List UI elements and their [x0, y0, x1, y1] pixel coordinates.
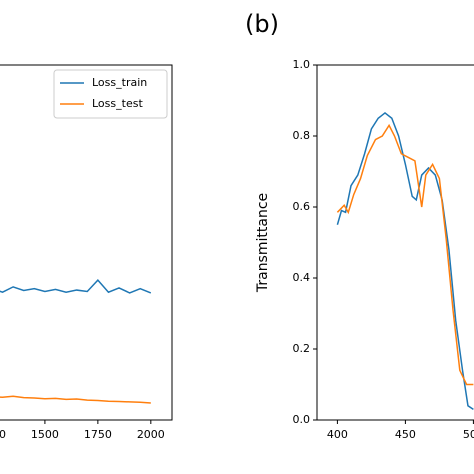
y-tick-label: 1.0 — [293, 58, 311, 71]
legend-label: Loss_test — [92, 97, 143, 110]
x-tick-label: 1250 — [0, 428, 6, 441]
x-tick-label: 1750 — [84, 428, 112, 441]
y-tick-label: 0.8 — [293, 129, 311, 142]
legend-box — [53, 69, 168, 119]
x-tick-label: 450 — [395, 428, 416, 441]
y-axis-label: Transmittance — [255, 193, 271, 293]
series-line — [0, 395, 151, 404]
legend-label: Loss_train — [92, 76, 147, 89]
chart-title: (b) — [245, 10, 279, 38]
axes-frame — [0, 64, 173, 421]
x-tick-label: 400 — [327, 428, 348, 441]
series-line — [0, 279, 152, 294]
y-tick-label: 0.0 — [293, 413, 311, 426]
x-tick-label: 500 — [463, 428, 474, 441]
series-line — [336, 123, 474, 386]
y-tick-label: 0.2 — [293, 342, 311, 355]
y-tick-label: 0.6 — [293, 200, 311, 213]
x-tick-label: 1500 — [31, 428, 59, 441]
y-tick-label: 0.4 — [293, 271, 311, 284]
axes-frame — [316, 64, 474, 421]
series-line — [336, 111, 474, 410]
x-tick-label: 2000 — [137, 428, 165, 441]
